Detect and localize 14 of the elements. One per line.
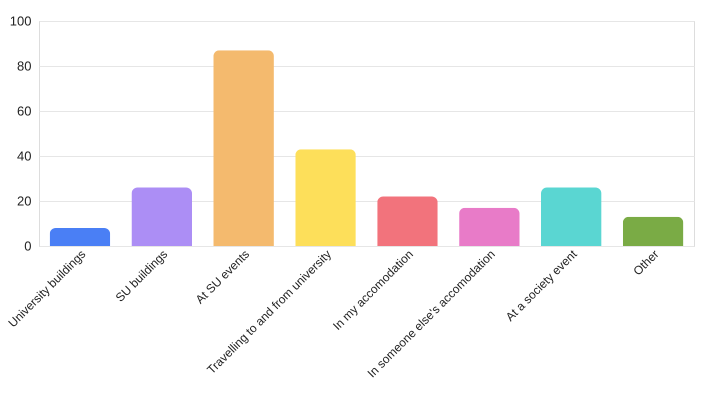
y-tick-label: 0 [24,238,32,254]
y-tick-label: 100 [10,14,32,28]
bar [213,50,274,246]
y-tick-label: 20 [17,194,32,208]
bar [540,188,602,246]
y-tick-label: 80 [17,58,32,74]
y-tick-label: 40 [17,148,32,164]
bar [622,216,684,246]
bar [295,149,356,246]
bar [377,196,438,246]
bar [50,228,110,246]
y-tick-label: 60 [17,104,32,118]
bar [132,188,192,246]
bar [459,208,520,246]
